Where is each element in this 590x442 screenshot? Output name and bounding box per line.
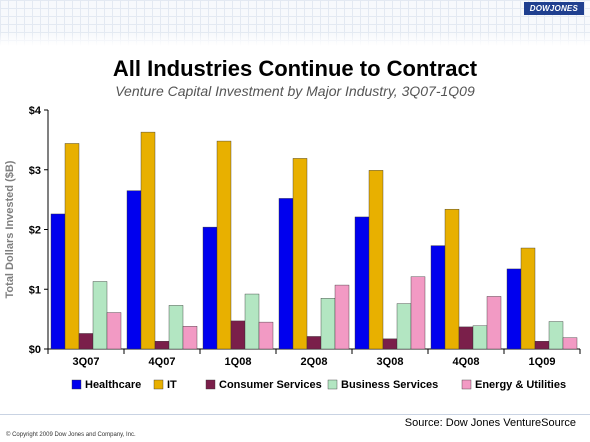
bar-healthcare xyxy=(506,268,522,350)
bar-consumer-services xyxy=(230,320,246,350)
bar-it xyxy=(368,170,384,350)
y-tick-label: $3 xyxy=(29,165,41,177)
bar-energy-utilities xyxy=(410,276,426,350)
bar-it xyxy=(64,143,80,350)
bar-it xyxy=(140,131,156,350)
bar-energy-utilities xyxy=(334,284,350,350)
legend-swatch xyxy=(71,379,82,390)
x-tick-label: 1Q08 xyxy=(225,356,252,368)
x-tick-label: 3Q07 xyxy=(73,356,100,368)
chart-title: All Industries Continue to Contract xyxy=(112,56,478,81)
bar-business-services xyxy=(472,325,488,350)
dowjones-logo: DOWJONES xyxy=(523,2,584,15)
x-tick-label: 1Q09 xyxy=(529,356,556,368)
bar-energy-utilities xyxy=(258,321,274,350)
x-tick-label: 3Q08 xyxy=(377,356,404,368)
bar-it xyxy=(520,247,536,350)
y-axis-title: Total Dollars Invested ($B) xyxy=(4,160,16,298)
bar-consumer-services xyxy=(534,341,550,350)
bar-it xyxy=(444,208,460,350)
legend-swatch xyxy=(461,379,472,390)
legend-label: Energy & Utilities xyxy=(475,379,566,391)
bar-energy-utilities xyxy=(562,337,578,350)
y-tick-label: $4 xyxy=(29,105,42,117)
y-tick-label: $1 xyxy=(29,284,41,296)
bar-healthcare xyxy=(50,213,66,350)
bar-healthcare xyxy=(354,216,370,350)
header-banner: DOWJONES xyxy=(0,0,590,46)
bar-healthcare xyxy=(126,190,142,350)
bar-consumer-services xyxy=(306,336,322,350)
footer-divider xyxy=(0,414,590,415)
copyright-note: © Copyright 2009 Dow Jones and Company, … xyxy=(6,432,136,438)
legend-swatch xyxy=(205,379,216,390)
bar-business-services xyxy=(320,298,336,350)
bar-business-services xyxy=(548,321,564,350)
x-tick-label: 4Q08 xyxy=(453,356,480,368)
chart-subtitle: Venture Capital Investment by Major Indu… xyxy=(115,83,475,99)
bar-energy-utilities xyxy=(486,296,502,350)
bar-consumer-services xyxy=(458,326,474,350)
source-note: Source: Dow Jones VentureSource xyxy=(404,417,576,429)
bar-business-services xyxy=(168,305,184,350)
bar-consumer-services xyxy=(154,341,170,350)
bar-healthcare xyxy=(430,245,446,350)
y-tick-label: $0 xyxy=(29,344,41,356)
bar-energy-utilities xyxy=(182,326,198,350)
bar-consumer-services xyxy=(78,333,94,350)
bar-it xyxy=(216,140,232,350)
legend-swatch xyxy=(327,379,338,390)
bar-healthcare xyxy=(202,226,218,350)
legend-label: IT xyxy=(167,379,177,391)
legend-label: Healthcare xyxy=(85,379,141,391)
bar-business-services xyxy=(244,293,260,350)
bar-business-services xyxy=(396,303,412,350)
legend-label: Business Services xyxy=(341,379,438,391)
legend-label: Consumer Services xyxy=(219,379,322,391)
y-tick-label: $2 xyxy=(29,225,41,237)
x-tick-label: 4Q07 xyxy=(149,356,176,368)
legend-swatch xyxy=(153,379,164,390)
bar-business-services xyxy=(92,281,108,350)
bar-consumer-services xyxy=(382,338,398,350)
x-tick-label: 2Q08 xyxy=(301,356,328,368)
bar-it xyxy=(292,158,308,350)
bar-energy-utilities xyxy=(106,312,122,350)
bar-healthcare xyxy=(278,198,294,350)
